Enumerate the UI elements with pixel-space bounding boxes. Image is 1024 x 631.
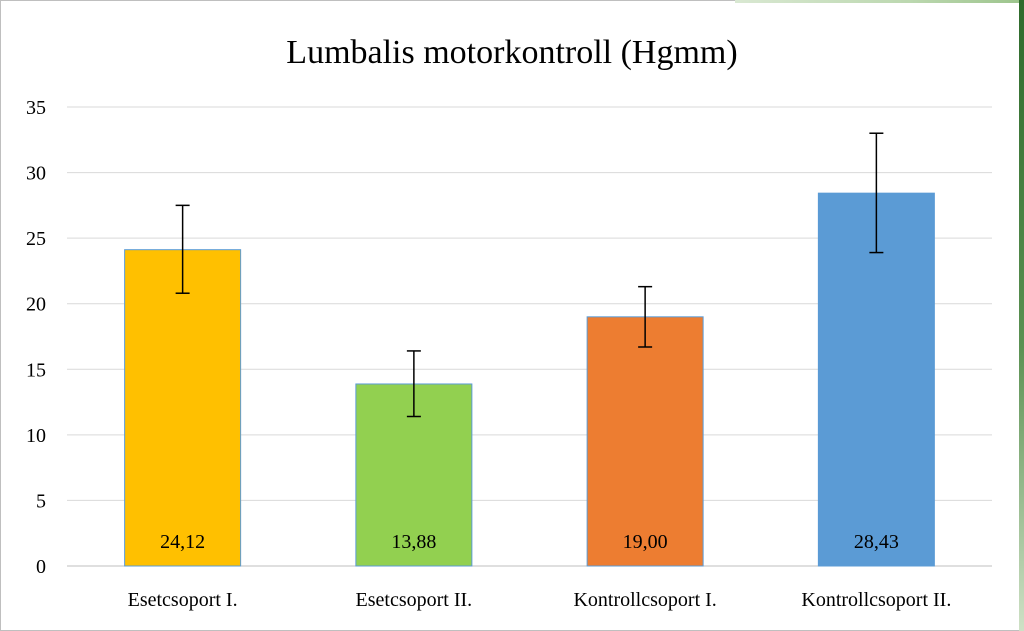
category-label: Kontrollcsoport II.	[801, 589, 951, 611]
y-tick-label: 35	[26, 97, 46, 119]
data-label: 24,12	[160, 531, 205, 553]
right-edge-accent	[1019, 0, 1024, 631]
error-bar	[638, 285, 653, 348]
chart-title: Lumbalis motorkontroll (Hgmm)	[286, 34, 737, 71]
category-label: Esetcsoport II.	[356, 589, 473, 611]
top-edge-accent	[735, 0, 1024, 3]
data-label: 13,88	[391, 531, 436, 553]
y-tick-label: 15	[26, 359, 46, 381]
bars	[124, 192, 935, 567]
bar	[586, 316, 704, 567]
category-label: Kontrollcsoport I.	[573, 589, 716, 611]
error-bars	[175, 132, 884, 418]
error-bar	[869, 132, 884, 254]
x-axis-categories: Esetcsoport I. Esetcsoport II. Kontrollcso…	[128, 589, 952, 611]
data-label: 19,00	[623, 531, 668, 553]
data-labels: 24,12 13,88 19,00 28,43	[160, 531, 899, 553]
bar	[817, 192, 935, 567]
y-axis-ticks: 0 5 10 15 20 25 30 35	[26, 97, 46, 578]
data-label: 28,43	[854, 531, 899, 553]
bar	[124, 249, 242, 567]
category-label: Esetcsoport I.	[128, 589, 238, 611]
y-tick-label: 10	[26, 425, 46, 447]
y-tick-label: 20	[26, 294, 46, 316]
y-tick-label: 30	[26, 163, 46, 185]
y-tick-label: 0	[36, 556, 46, 578]
y-tick-label: 25	[26, 228, 46, 250]
y-tick-label: 5	[36, 490, 46, 512]
error-bar	[406, 350, 421, 418]
error-bar	[175, 204, 190, 294]
